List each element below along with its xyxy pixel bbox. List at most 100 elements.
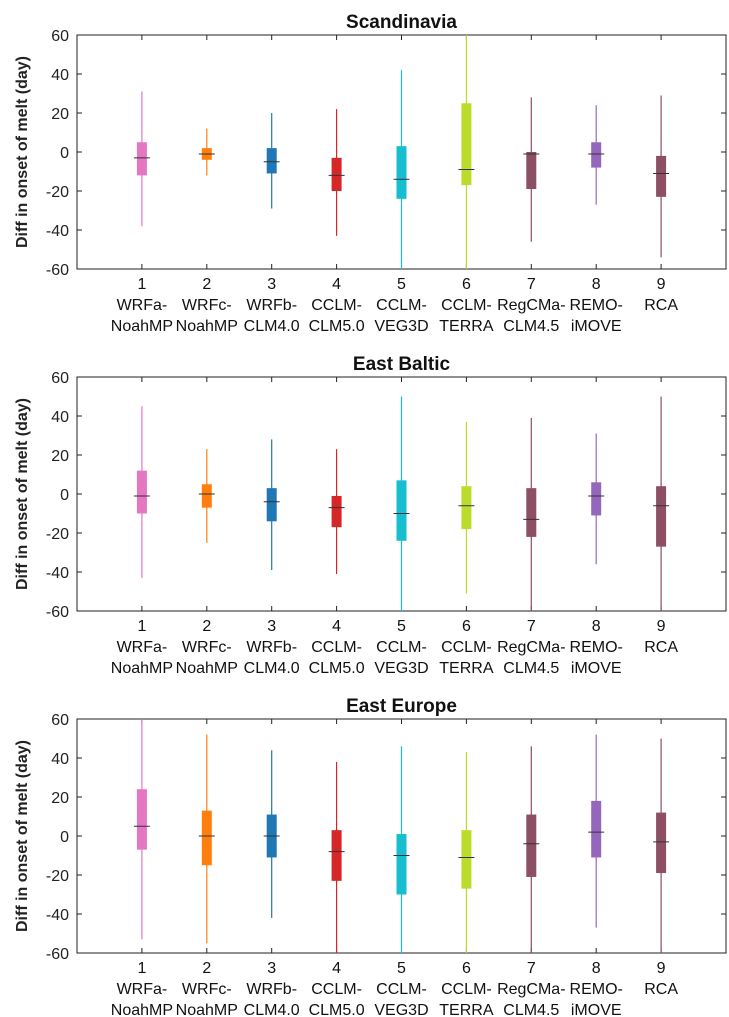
- x-category-label-line1: CCLM-: [441, 297, 492, 314]
- x-category-label-line2: CLM4.0: [244, 1002, 300, 1017]
- x-category-label-line2: CLM4.0: [244, 318, 300, 335]
- y-tick-label: -20: [46, 526, 69, 543]
- x-tick-label: 8: [592, 276, 601, 293]
- box-iqr: [136, 789, 147, 850]
- x-category-label-line1: CCLM-: [311, 981, 362, 998]
- box-iqr: [591, 800, 602, 858]
- x-category-label-line1: REMO-: [570, 297, 623, 314]
- x-category-label-line1: WRFa-: [117, 981, 168, 998]
- y-axis-label: Diff in onset of melt (day): [14, 56, 31, 248]
- box-iqr: [396, 146, 407, 199]
- x-category-label-line1: WRFa-: [117, 639, 168, 656]
- x-category-label-line1: REMO-: [570, 639, 623, 656]
- y-tick-label: 0: [60, 829, 69, 846]
- x-category-label-line1: CCLM-: [376, 297, 427, 314]
- box-iqr: [591, 482, 602, 516]
- x-category-label-line1: RegCMa-: [497, 981, 565, 998]
- box-iqr: [201, 484, 212, 508]
- x-category-label-line1: WRFc-: [182, 297, 232, 314]
- x-tick-label: 3: [267, 960, 276, 977]
- x-tick-label: 7: [527, 618, 536, 635]
- x-category-label-line1: CCLM-: [441, 639, 492, 656]
- x-category-label-line2: CLM5.0: [309, 318, 365, 335]
- y-tick-label: 60: [51, 370, 69, 387]
- x-tick-label: 5: [397, 960, 406, 977]
- x-category-label-line1: WRFa-: [117, 297, 168, 314]
- y-tick-label: 20: [51, 106, 69, 123]
- x-tick-label: 5: [397, 618, 406, 635]
- y-tick-label: -20: [46, 868, 69, 885]
- y-tick-label: 20: [51, 448, 69, 465]
- x-category-label-line2: NoahMP: [176, 1002, 238, 1017]
- x-tick-label: 7: [527, 960, 536, 977]
- box-iqr: [201, 810, 212, 866]
- x-category-label-line2: VEG3D: [374, 1002, 428, 1017]
- y-tick-label: 40: [51, 67, 69, 84]
- x-tick-label: 9: [657, 276, 666, 293]
- y-tick-label: -60: [46, 604, 69, 621]
- x-category-label-line2: NoahMP: [176, 318, 238, 335]
- x-tick-label: 6: [462, 276, 471, 293]
- y-tick-label: -60: [46, 946, 69, 963]
- box-iqr: [526, 814, 537, 877]
- box-iqr: [266, 488, 277, 522]
- box-iqr: [656, 155, 667, 197]
- x-category-label-line2: NoahMP: [111, 318, 173, 335]
- chart-title: East Europe: [346, 696, 457, 717]
- x-category-label-line2: RCA: [644, 297, 678, 314]
- chart-panel-1: Scandinavia Diff in onset of melt (day) -6…: [14, 12, 727, 335]
- x-tick-label: 7: [527, 276, 536, 293]
- x-category-label-line2: CLM5.0: [309, 1002, 365, 1017]
- x-tick-label: 9: [657, 960, 666, 977]
- box-iqr: [396, 480, 407, 541]
- box-iqr: [591, 142, 602, 168]
- x-category-label-line2: VEG3D: [374, 660, 428, 677]
- x-category-label-line2: CLM5.0: [309, 660, 365, 677]
- x-category-label-line1: CCLM-: [441, 981, 492, 998]
- box-iqr: [331, 830, 342, 881]
- x-category-label-line2: NoahMP: [176, 660, 238, 677]
- box-iqr: [266, 148, 277, 174]
- y-tick-label: -20: [46, 184, 69, 201]
- x-tick-label: 2: [202, 960, 211, 977]
- y-tick-label: -40: [46, 565, 69, 582]
- x-category-label-line1: WRFb-: [246, 639, 297, 656]
- x-tick-label: 4: [332, 276, 341, 293]
- box-iqr: [526, 488, 537, 537]
- x-category-label-line1: WRFb-: [246, 981, 297, 998]
- x-category-label-line1: WRFc-: [182, 639, 232, 656]
- chart-panel-3: East Europe Diff in onset of melt (day) -6…: [14, 696, 727, 1017]
- x-tick-label: 1: [137, 276, 146, 293]
- box-iqr: [331, 157, 342, 191]
- y-tick-label: 0: [60, 145, 69, 162]
- box-iqr: [136, 142, 147, 176]
- chart-title: Scandinavia: [346, 12, 457, 33]
- x-category-label-line1: RegCMa-: [497, 297, 565, 314]
- y-tick-label: 0: [60, 487, 69, 504]
- x-category-label-line1: REMO-: [570, 981, 623, 998]
- x-tick-label: 8: [592, 960, 601, 977]
- x-tick-label: 2: [202, 276, 211, 293]
- y-axis-label: Diff in onset of melt (day): [14, 398, 31, 590]
- y-tick-label: -40: [46, 907, 69, 924]
- x-category-label-line1: RegCMa-: [497, 639, 565, 656]
- y-tick-label: 40: [51, 751, 69, 768]
- x-category-label-line2: TERRA: [439, 660, 494, 677]
- x-tick-label: 4: [332, 960, 341, 977]
- x-tick-label: 5: [397, 276, 406, 293]
- x-category-label-line1: CCLM-: [311, 639, 362, 656]
- y-axis-label: Diff in onset of melt (day): [14, 740, 31, 932]
- box-iqr: [461, 830, 472, 889]
- x-tick-label: 9: [657, 618, 666, 635]
- x-tick-label: 8: [592, 618, 601, 635]
- box-iqr: [331, 495, 342, 528]
- x-tick-label: 6: [462, 618, 471, 635]
- x-category-label-line1: WRFb-: [246, 297, 297, 314]
- x-tick-label: 1: [137, 618, 146, 635]
- x-tick-label: 3: [267, 276, 276, 293]
- y-tick-label: -40: [46, 223, 69, 240]
- x-category-label-line2: TERRA: [439, 318, 494, 335]
- box-iqr: [461, 486, 472, 530]
